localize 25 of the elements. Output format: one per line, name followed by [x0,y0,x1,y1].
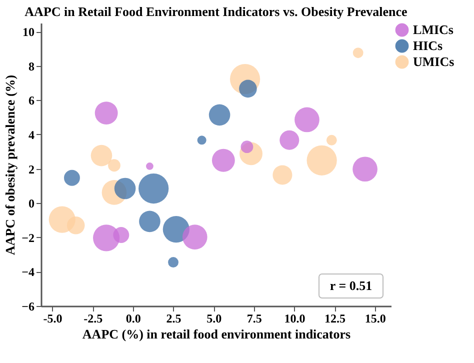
y-tick-label: 10 [22,25,34,40]
y-tick-label: 4 [28,128,34,142]
legend-label: UMICs [413,54,454,69]
y-tick-label: 6 [28,94,34,108]
x-tick-label: 2.5 [166,312,182,326]
x-tick-label: 10.0 [284,312,306,326]
x-tick-label: 12.5 [324,312,346,326]
x-tick-label: 5.0 [206,312,222,326]
x-tick-label: 7.5 [246,312,262,326]
annotation: r = 0.51 [330,278,372,293]
x-tick-label: 0.0 [126,312,141,326]
y-tick-label: 8 [28,59,34,74]
legend-label: LMICs [413,22,454,37]
x-tick-label: -5.0 [43,312,62,326]
y-tick-label: −4 [22,265,34,280]
y-tick-label: 0 [28,196,34,211]
x-tick-label: -2.5 [84,312,103,326]
y-axis-title: AAPC of obesity prevalence (%) [2,74,18,256]
chart-title: AAPC in Retail Food Environment Indicators vs. Obesity Prevalence [24,4,408,19]
legend-label: HICs [413,38,443,53]
x-tick-label: 15.0 [364,312,386,326]
y-tick-label: −6 [22,300,34,314]
y-tick-label: −2 [22,230,34,245]
y-tick-label: 2 [28,162,34,176]
x-axis-title: AAPC (%) in retail food environment indicators [82,326,351,342]
